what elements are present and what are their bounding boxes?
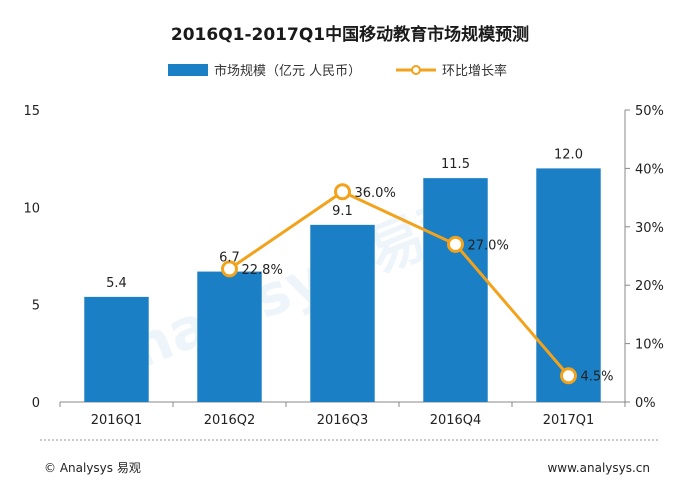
legend-line-label: 环比增长率 bbox=[442, 63, 507, 79]
bar bbox=[84, 296, 149, 402]
bar bbox=[310, 224, 375, 402]
data-labels: 5.4 6.7 9.1 11.5 12.0 22.8% 36.0% 27.0% 4.5% bbox=[106, 147, 613, 384]
footer-website: www.analysys.cn bbox=[547, 461, 650, 475]
bar-value-label: 5.4 bbox=[106, 276, 127, 291]
axes: 0 5 10 15 0% 10% 20% 30% 40% 50% 2016Q1 2016Q2 2016Q… bbox=[23, 104, 663, 428]
legend: 市场规模（亿元 人民币） 环比增长率 bbox=[168, 63, 507, 79]
growth-value-label: 22.8% bbox=[242, 263, 283, 278]
growth-point bbox=[221, 260, 238, 278]
x-tick-label: 2016Q3 bbox=[317, 413, 369, 428]
bar-value-label: 6.7 bbox=[219, 251, 240, 266]
growth-value-label: 4.5% bbox=[581, 370, 614, 385]
x-tick-label: 2016Q4 bbox=[430, 413, 482, 428]
left-y-tick-label: 15 bbox=[23, 104, 40, 119]
growth-value-label: 36.0% bbox=[355, 186, 396, 201]
right-y-tick-label: 10% bbox=[635, 338, 664, 353]
growth-point bbox=[447, 235, 464, 253]
chart-title: 2016Q1-2017Q1中国移动教育市场规模预测 bbox=[171, 24, 529, 45]
right-y-tick-label: 50% bbox=[635, 104, 664, 119]
left-y-tick-label: 0 bbox=[32, 396, 40, 411]
left-y-tick-label: 5 bbox=[32, 299, 40, 314]
legend-bar-swatch bbox=[168, 64, 208, 76]
x-tick-label: 2016Q1 bbox=[91, 413, 143, 428]
footer-copyright: © Analysys 易观 bbox=[44, 461, 141, 475]
legend-bar-label: 市场规模（亿元 人民币） bbox=[214, 63, 361, 79]
bars bbox=[84, 168, 601, 402]
x-tick-label: 2016Q2 bbox=[204, 413, 256, 428]
legend-line-marker bbox=[411, 65, 421, 75]
bar bbox=[423, 178, 488, 402]
right-y-tick-label: 20% bbox=[635, 279, 664, 294]
growth-line-path bbox=[228, 190, 570, 377]
right-y-tick-label: 0% bbox=[635, 396, 656, 411]
right-y-tick-label: 30% bbox=[635, 221, 664, 236]
growth-point bbox=[560, 367, 577, 385]
growth-line bbox=[221, 183, 577, 385]
left-y-tick-label: 10 bbox=[23, 201, 40, 216]
growth-value-label: 27.0% bbox=[468, 238, 509, 253]
bar-value-label: 9.1 bbox=[332, 204, 353, 219]
bar bbox=[536, 168, 601, 402]
right-y-tick-label: 40% bbox=[635, 162, 664, 177]
bar bbox=[197, 271, 262, 402]
bar-value-label: 11.5 bbox=[441, 157, 470, 172]
growth-point bbox=[334, 183, 351, 201]
x-tick-label: 2017Q1 bbox=[543, 413, 595, 428]
bar-value-label: 12.0 bbox=[554, 147, 583, 162]
